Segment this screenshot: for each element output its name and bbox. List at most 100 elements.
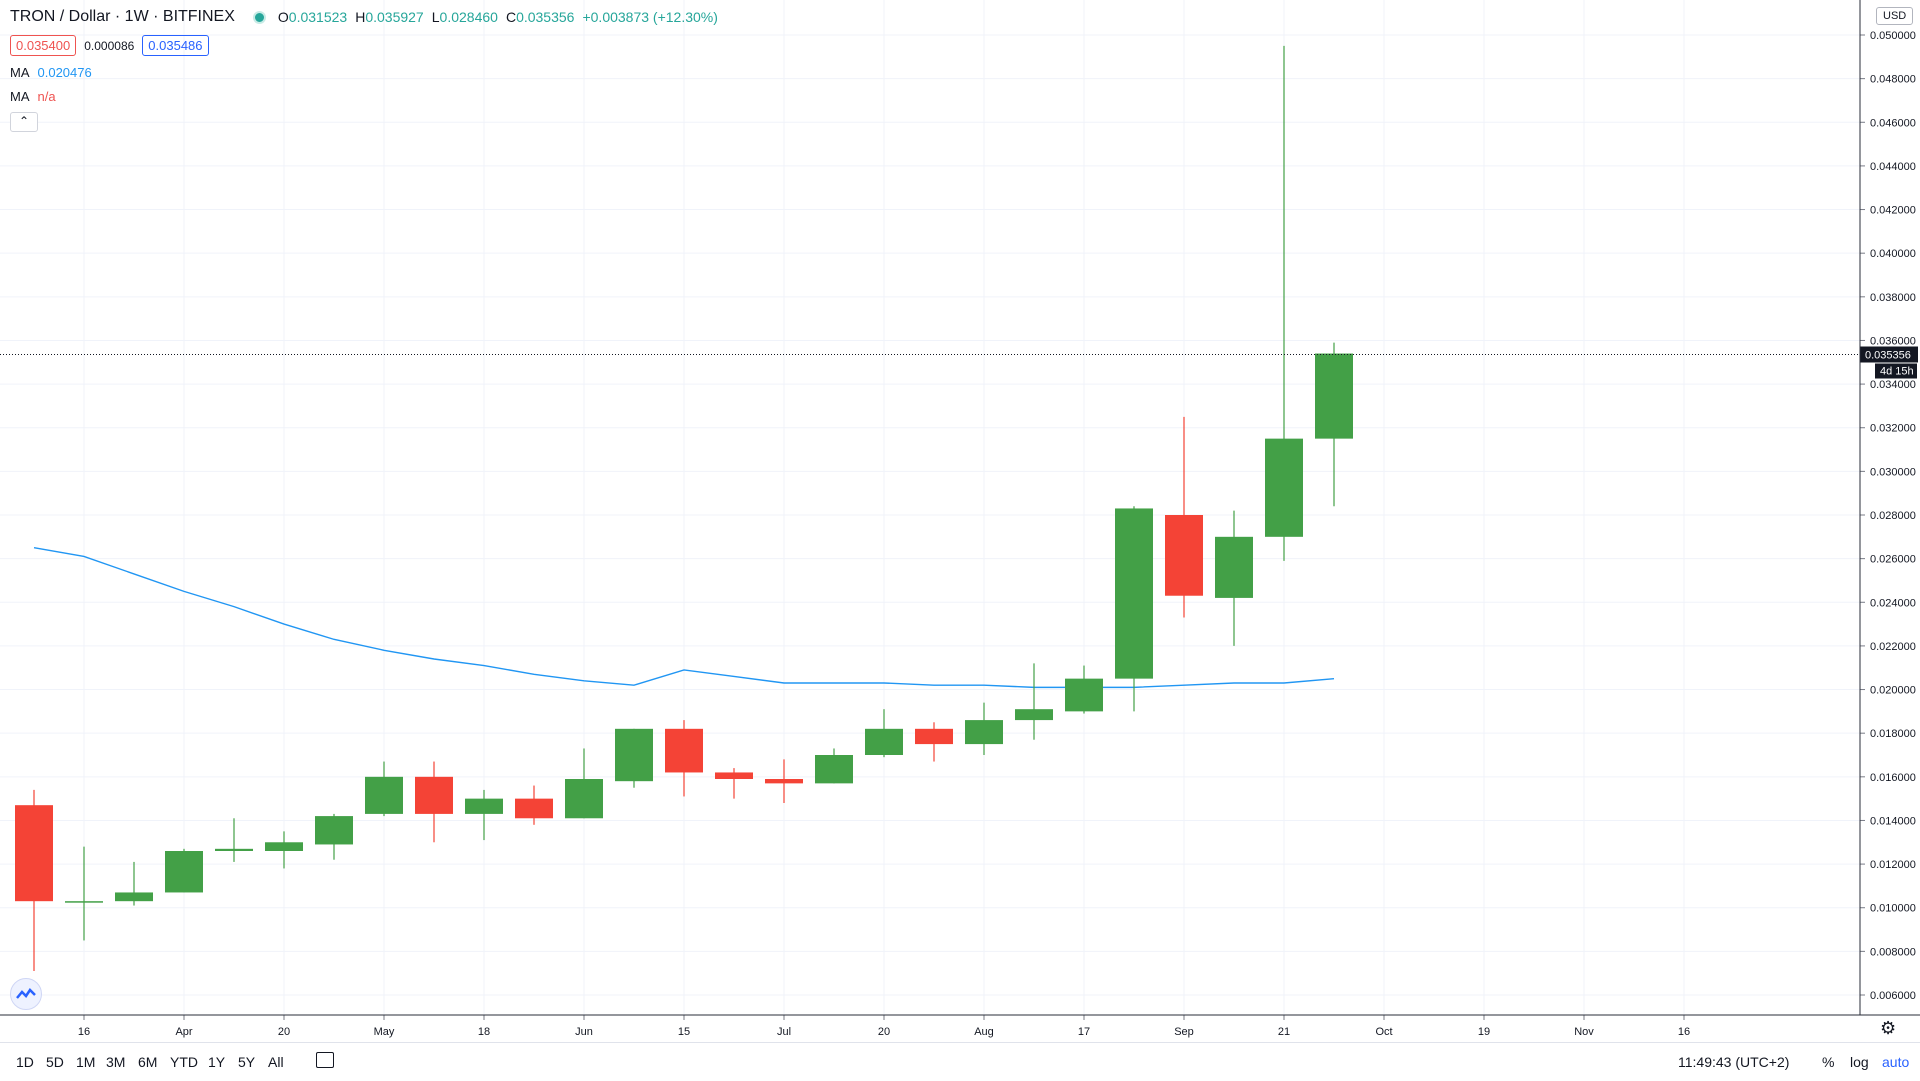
candle[interactable]: [915, 722, 953, 762]
candle[interactable]: [665, 720, 703, 797]
candle[interactable]: [715, 768, 753, 799]
percent-toggle[interactable]: %: [1822, 1054, 1835, 1070]
candle-body: [315, 816, 353, 845]
candle[interactable]: [365, 761, 403, 817]
candle[interactable]: [1015, 663, 1053, 740]
candle[interactable]: [165, 848, 203, 893]
currency-label[interactable]: USD: [1876, 7, 1914, 25]
timeframe-ytd[interactable]: YTD: [170, 1054, 198, 1070]
eye-icon[interactable]: [252, 10, 266, 24]
x-tick-label: Aug: [974, 1026, 994, 1038]
timeframe-1y[interactable]: 1Y: [208, 1054, 226, 1070]
y-tick-label: 0.040000: [1870, 248, 1916, 260]
auto-toggle[interactable]: auto: [1882, 1054, 1910, 1070]
candle[interactable]: [765, 759, 803, 803]
timeframe-5d[interactable]: 5D: [46, 1054, 64, 1070]
y-tick-label: 0.024000: [1870, 597, 1916, 609]
y-tick-label: 0.018000: [1870, 728, 1916, 740]
symbol-title[interactable]: TRON / Dollar · 1W · BITFINEX: [10, 8, 235, 25]
candle[interactable]: [1315, 342, 1353, 507]
candle-body: [265, 842, 303, 851]
ohlc-low-value: 0.028460: [439, 9, 498, 25]
candle-body: [515, 798, 553, 819]
candle[interactable]: [215, 818, 253, 862]
timeframe-1m[interactable]: 1M: [76, 1054, 96, 1070]
x-tick-label: May: [374, 1026, 395, 1038]
y-tick-label: 0.008000: [1870, 946, 1916, 958]
candle-body: [1065, 678, 1103, 712]
log-toggle[interactable]: log: [1850, 1054, 1869, 1070]
y-tick-label: 0.048000: [1870, 74, 1916, 86]
timeframe-6m[interactable]: 6M: [138, 1054, 158, 1070]
y-tick-label: 0.032000: [1870, 423, 1916, 435]
candle-body: [765, 779, 803, 784]
candle-body: [1115, 508, 1153, 679]
timeframe-all[interactable]: All: [268, 1054, 284, 1070]
x-tick-label: Oct: [1375, 1026, 1392, 1038]
candle[interactable]: [865, 709, 903, 758]
candle[interactable]: [1265, 45, 1303, 561]
tradingview-logo-glyph: [16, 988, 36, 999]
ma1-value: 0.020476: [37, 65, 92, 80]
bottom-toolbar: 1D 5D 1M 3M 6M YTD 1Y 5Y All 11:49:43 (U…: [0, 1042, 1920, 1081]
price-tag-text: 0.035356: [1865, 350, 1911, 362]
x-tick-label: 21: [1278, 1026, 1290, 1038]
candle[interactable]: [565, 748, 603, 819]
axes-layer: 0.006000 0.008000 0.010000 0.012000 0.014000…: [0, 0, 1920, 1038]
x-tick-label: 19: [1478, 1026, 1490, 1038]
candle-body: [665, 728, 703, 773]
tradingview-logo-icon[interactable]: [10, 978, 42, 1010]
timeframe-3m[interactable]: 3M: [106, 1054, 126, 1070]
countdown-tag-bg: [1875, 363, 1917, 379]
candle[interactable]: [115, 861, 153, 906]
candle[interactable]: [415, 761, 453, 843]
candle[interactable]: [615, 728, 653, 788]
ma2-row[interactable]: MA n/a: [10, 89, 56, 104]
bid-price-box[interactable]: 0.035400: [10, 35, 77, 56]
candle-body: [1165, 515, 1203, 596]
candle-body: [615, 728, 653, 782]
candle-body: [165, 851, 203, 893]
chevron-up-icon[interactable]: ⌃: [10, 112, 38, 132]
candles-layer: [15, 45, 1353, 971]
candle[interactable]: [1115, 506, 1153, 712]
bid-ask-row: 0.035400 0.000086 0.035486: [10, 35, 209, 56]
candle[interactable]: [1065, 665, 1103, 714]
timeframe-5y[interactable]: 5Y: [238, 1054, 256, 1070]
candle[interactable]: [815, 748, 853, 784]
y-tick-label: 0.036000: [1870, 335, 1916, 347]
ohlc-open-key: O: [277, 9, 289, 25]
ask-price-box[interactable]: 0.035486: [142, 35, 209, 56]
timeframe-1d[interactable]: 1D: [16, 1054, 34, 1070]
candle-body: [415, 776, 453, 814]
candle[interactable]: [1165, 416, 1203, 618]
candle[interactable]: [315, 813, 353, 860]
y-tick-label: 0.030000: [1870, 466, 1916, 478]
ohlc-high-value: 0.035927: [365, 9, 424, 25]
y-tick-label: 0.006000: [1870, 990, 1916, 1002]
ma1-label: MA: [10, 65, 30, 80]
candle[interactable]: [1215, 510, 1253, 646]
candle-body: [65, 901, 103, 903]
candle[interactable]: [15, 789, 53, 971]
x-tick-label: Jul: [777, 1026, 791, 1038]
candle[interactable]: [465, 789, 503, 841]
y-tick-label: 0.014000: [1870, 815, 1916, 827]
y-tick-label: 0.050000: [1870, 30, 1916, 42]
candle[interactable]: [65, 846, 103, 941]
candle[interactable]: [515, 785, 553, 825]
moving-average-layer: [33, 547, 1335, 689]
calendar-range-icon[interactable]: [316, 1052, 334, 1068]
candle[interactable]: [265, 831, 303, 869]
ma1-row[interactable]: MA 0.020476: [10, 65, 92, 80]
x-tick-label: Apr: [175, 1026, 192, 1038]
y-tick-label: 0.046000: [1870, 117, 1916, 129]
gear-icon[interactable]: ⚙: [1880, 1018, 1897, 1038]
last-price-line: 0.035356 4d 15h: [0, 346, 1918, 379]
x-tick-label: 16: [78, 1026, 90, 1038]
candle[interactable]: [965, 702, 1003, 755]
candle-body: [715, 772, 753, 779]
clock-time[interactable]: 11:49:43 (UTC+2): [1678, 1054, 1790, 1070]
x-tick-label: 17: [1078, 1026, 1090, 1038]
